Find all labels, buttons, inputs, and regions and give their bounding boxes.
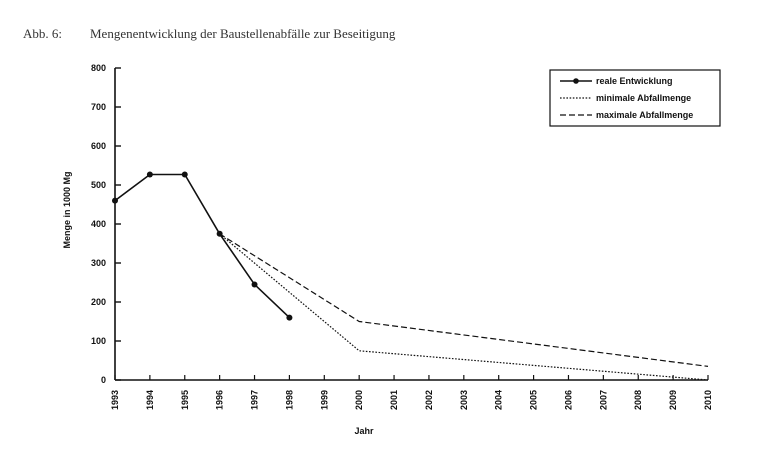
series-line-2 [219, 233, 709, 381]
data-point [112, 197, 118, 204]
data-point [251, 281, 258, 288]
x-tick-label: 2004 [494, 390, 504, 410]
x-tick-label: 1997 [250, 390, 260, 410]
figure-caption: Abb. 6: Mengenentwicklung der Baustellena… [23, 26, 395, 42]
x-tick-label: 2006 [563, 390, 573, 410]
legend-marker [573, 78, 579, 84]
x-tick-label: 1996 [215, 390, 225, 410]
x-tick-label: 2008 [633, 390, 643, 410]
x-axis-title: Jahr [354, 426, 374, 436]
legend-box [549, 69, 721, 127]
x-tick-label: 1999 [319, 390, 329, 410]
x-tick-label: 1993 [110, 390, 120, 410]
legend: reale Entwicklung minimale Abfallmenge max… [549, 69, 721, 127]
x-tick-label: 2001 [389, 390, 399, 410]
legend-label-3: maximale Abfallmenge [596, 110, 693, 120]
data-point [286, 314, 293, 321]
y-tick-label: 500 [91, 180, 106, 190]
y-axis-title: Menge in 1000 Mg [62, 171, 72, 248]
figure-title: Mengenentwicklung der Baustellenabfälle … [90, 26, 396, 41]
figure-number: Abb. 6: [23, 26, 62, 41]
data-point [146, 171, 153, 178]
x-tick-label: 2009 [668, 390, 678, 410]
y-tick-label: 800 [91, 63, 106, 73]
series-line-1 [114, 173, 290, 319]
x-tick-label: 2007 [598, 390, 608, 410]
x-tick-label: 2000 [354, 390, 364, 410]
x-tick-label: 1995 [180, 390, 190, 410]
x-tick-label: 2005 [529, 390, 539, 410]
legend-label-2: minimale Abfallmenge [596, 93, 691, 103]
y-tick-label: 100 [91, 336, 106, 346]
series-line-3 [219, 233, 709, 367]
legend-label-1: reale Entwicklung [596, 76, 673, 86]
x-tick-label: 1994 [145, 390, 155, 410]
data-point [181, 171, 188, 178]
x-tick-label: 2003 [459, 390, 469, 410]
x-tick-label: 1998 [284, 390, 294, 410]
axes: 0 100 200 300 400 500 600 700 800 1993 1994 1995 199… [62, 63, 713, 436]
y-tick-label: 600 [91, 141, 106, 151]
y-tick-label: 0 [101, 375, 106, 385]
y-tick-label: 700 [91, 102, 106, 112]
y-tick-label: 300 [91, 258, 106, 268]
x-tick-label: 2010 [703, 390, 713, 410]
y-tick-label: 400 [91, 219, 106, 229]
series-group [112, 171, 709, 381]
y-tick-label: 200 [91, 297, 106, 307]
x-tick-label: 2002 [424, 390, 434, 410]
